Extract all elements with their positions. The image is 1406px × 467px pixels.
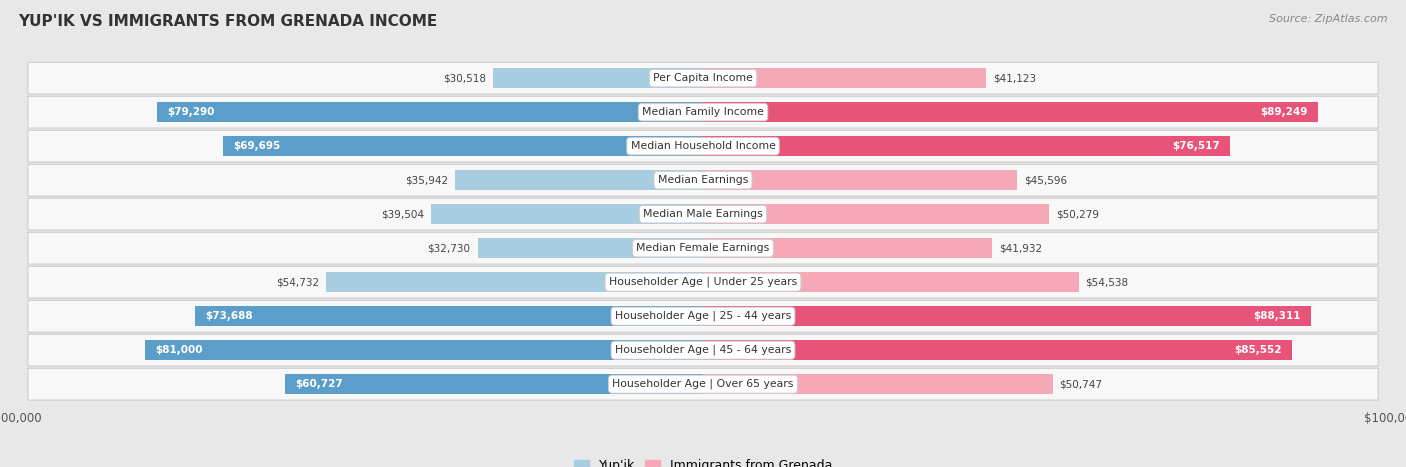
Text: $81,000: $81,000 [155,345,202,355]
Bar [145,340,703,361]
Text: $60,727: $60,727 [295,379,343,389]
Bar [430,204,703,224]
Text: Householder Age | 45 - 64 years: Householder Age | 45 - 64 years [614,345,792,355]
Text: $50,747: $50,747 [1060,379,1102,389]
Bar [703,238,991,258]
Text: Median Household Income: Median Household Income [630,141,776,151]
Text: $50,279: $50,279 [1056,209,1099,219]
Text: Source: ZipAtlas.com: Source: ZipAtlas.com [1270,14,1388,24]
Text: Householder Age | 25 - 44 years: Householder Age | 25 - 44 years [614,311,792,321]
Text: $85,552: $85,552 [1234,345,1282,355]
Bar [456,170,703,191]
Bar [284,374,703,395]
FancyBboxPatch shape [28,232,1378,264]
FancyBboxPatch shape [28,266,1378,298]
FancyBboxPatch shape [28,368,1378,400]
Text: Median Male Earnings: Median Male Earnings [643,209,763,219]
Bar [703,306,1312,326]
Text: $39,504: $39,504 [381,209,425,219]
Bar [703,136,1230,156]
Bar [478,238,703,258]
Text: $35,942: $35,942 [405,175,449,185]
Text: $32,730: $32,730 [427,243,471,253]
Text: $45,596: $45,596 [1024,175,1067,185]
Text: YUP'IK VS IMMIGRANTS FROM GRENADA INCOME: YUP'IK VS IMMIGRANTS FROM GRENADA INCOME [18,14,437,29]
FancyBboxPatch shape [28,96,1378,128]
FancyBboxPatch shape [28,198,1378,230]
FancyBboxPatch shape [28,130,1378,162]
Text: $30,518: $30,518 [443,73,486,83]
Bar [703,272,1078,292]
Bar [492,68,703,88]
Bar [703,340,1292,361]
Bar [703,204,1049,224]
Text: Median Earnings: Median Earnings [658,175,748,185]
Bar [703,102,1317,122]
Bar [326,272,703,292]
FancyBboxPatch shape [28,62,1378,94]
Text: Householder Age | Over 65 years: Householder Age | Over 65 years [612,379,794,389]
Bar [703,68,987,88]
Text: Per Capita Income: Per Capita Income [652,73,754,83]
Text: $73,688: $73,688 [205,311,253,321]
Text: Median Female Earnings: Median Female Earnings [637,243,769,253]
Text: $54,538: $54,538 [1085,277,1129,287]
FancyBboxPatch shape [28,164,1378,196]
FancyBboxPatch shape [28,300,1378,332]
Text: $89,249: $89,249 [1260,107,1308,117]
Text: $79,290: $79,290 [167,107,215,117]
Text: $54,732: $54,732 [276,277,319,287]
Text: $41,123: $41,123 [993,73,1036,83]
Text: $69,695: $69,695 [233,141,280,151]
Bar [703,374,1053,395]
Bar [703,170,1017,191]
Text: Householder Age | Under 25 years: Householder Age | Under 25 years [609,277,797,287]
Text: $76,517: $76,517 [1173,141,1220,151]
Text: Median Family Income: Median Family Income [643,107,763,117]
Legend: Yup'ik, Immigrants from Grenada: Yup'ik, Immigrants from Grenada [568,454,838,467]
Text: $88,311: $88,311 [1254,311,1301,321]
Text: $41,932: $41,932 [998,243,1042,253]
Bar [195,306,703,326]
Bar [222,136,703,156]
FancyBboxPatch shape [28,334,1378,366]
Bar [156,102,703,122]
